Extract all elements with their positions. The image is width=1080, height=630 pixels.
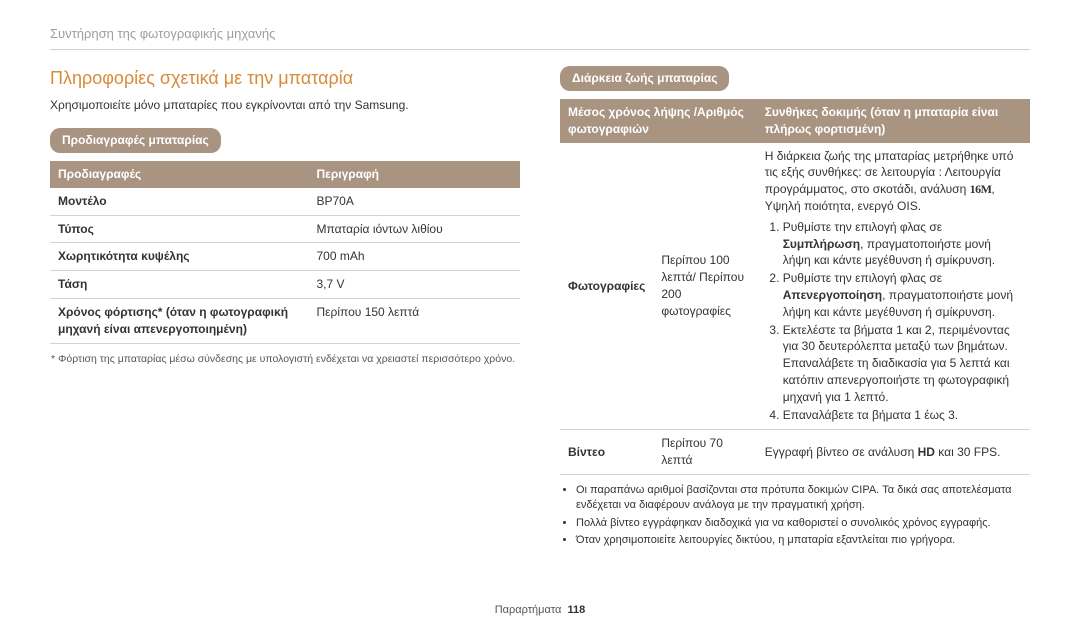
list-item: Ρυθμίστε την επιλογή φλας σε Απενεργοποί… [783,270,1022,320]
table-row: Τύπος Μπαταρία ιόντων λιθίου [50,215,520,243]
spec-key: Χρόνος φόρτισης* (όταν η φωτογραφική μηχ… [50,298,309,343]
list-item: Οι παραπάνω αριθμοί βασίζονται στα πρότυ… [576,483,1030,514]
life-row-label: Βίντεο [560,430,653,475]
section-pill-specs: Προδιαγραφές μπαταρίας [50,128,221,153]
spec-th-val: Περιγραφή [309,161,521,188]
page-number: 118 [568,604,586,616]
table-row: Τάση 3,7 V [50,271,520,299]
li-pre: Ρυθμίστε την επιλογή φλας σε [783,271,942,285]
res-icon: 16M [970,182,992,196]
spec-table: Προδιαγραφές Περιγραφή Μοντέλο BP70A Τύπ… [50,161,520,344]
top-divider [50,49,1030,50]
life-row-conditions: Η διάρκεια ζωής της μπαταρίας μετρήθηκε … [757,143,1030,430]
intro-text: Χρησιμοποιείτε μόνο μπαταρίες που εγκρίν… [50,97,520,114]
life-row-time: Περίπου 100 λεπτά/ Περίπου 200 φωτογραφί… [653,143,756,430]
cond-list: Ρυθμίστε την επιλογή φλας σε Συμπλήρωση,… [765,219,1022,424]
video-cond-b: και 30 FPS. [935,445,1000,459]
list-item: Επαναλάβετε τα βήματα 1 έως 3. [783,407,1022,424]
section-pill-life: Διάρκεια ζωής μπαταρίας [560,66,729,91]
list-item: Εκτελέστε τα βήματα 1 και 2, περιμένοντα… [783,322,1022,406]
hd-icon: HD [918,445,935,459]
spec-val: 700 mAh [309,243,521,271]
spec-th-key: Προδιαγραφές [50,161,309,188]
page-heading: Πληροφορίες σχετικά με την μπαταρία [50,66,520,91]
table-row: Βίντεο Περίπου 70 λεπτά Εγγραφή βίντεο σ… [560,430,1030,475]
content-columns: Πληροφορίες σχετικά με την μπαταρία Χρησ… [50,66,1030,550]
spec-key: Τάση [50,271,309,299]
table-row: Χωρητικότητα κυψέλης 700 mAh [50,243,520,271]
footer-label: Παραρτήματα [495,604,562,616]
spec-val: 3,7 V [309,271,521,299]
life-th-time: Μέσος χρόνος λήψης /Αριθμός φωτογραφιών [560,99,757,143]
table-row: Μοντέλο BP70A [50,188,520,215]
list-item: Πολλά βίντεο εγγράφηκαν διαδοχικά για να… [576,516,1030,531]
life-row-time: Περίπου 70 λεπτά [653,430,756,475]
video-cond-a: Εγγραφή βίντεο σε ανάλυση [765,445,918,459]
life-table: Μέσος χρόνος λήψης /Αριθμός φωτογραφιών … [560,99,1030,475]
spec-val: Μπαταρία ιόντων λιθίου [309,215,521,243]
li-bold: Συμπλήρωση [783,237,860,251]
right-column: Διάρκεια ζωής μπαταρίας Μέσος χρόνος λήψ… [560,66,1030,550]
page-footer: Παραρτήματα 118 [0,603,1080,618]
li-bold: Απενεργοποίηση [783,288,882,302]
left-column: Πληροφορίες σχετικά με την μπαταρία Χρησ… [50,66,520,550]
life-row-conditions: Εγγραφή βίντεο σε ανάλυση HD και 30 FPS. [757,430,1030,475]
list-item: Ρυθμίστε την επιλογή φλας σε Συμπλήρωση,… [783,219,1022,269]
table-row: Χρόνος φόρτισης* (όταν η φωτογραφική μηχ… [50,298,520,343]
spec-val: Περίπου 150 λεπτά [309,298,521,343]
breadcrumb: Συντήρηση της φωτογραφικής μηχανής [50,25,1030,43]
cond-intro: Η διάρκεια ζωής της μπαταρίας μετρήθηκε … [765,148,1022,215]
spec-footnote: * Φόρτιση της μπαταρίας μέσω σύνδεσης με… [50,352,520,367]
life-row-label: Φωτογραφίες [560,143,653,430]
spec-key: Χωρητικότητα κυψέλης [50,243,309,271]
notes-list: Οι παραπάνω αριθμοί βασίζονται στα πρότυ… [560,483,1030,549]
spec-key: Μοντέλο [50,188,309,215]
table-row: Φωτογραφίες Περίπου 100 λεπτά/ Περίπου 2… [560,143,1030,430]
life-th-cond: Συνθήκες δοκιμής (όταν η μπαταρία είναι … [757,99,1030,143]
spec-val: BP70A [309,188,521,215]
list-item: Όταν χρησιμοποιείτε λειτουργίες δικτύου,… [576,533,1030,548]
li-pre: Ρυθμίστε την επιλογή φλας σε [783,220,942,234]
spec-key: Τύπος [50,215,309,243]
